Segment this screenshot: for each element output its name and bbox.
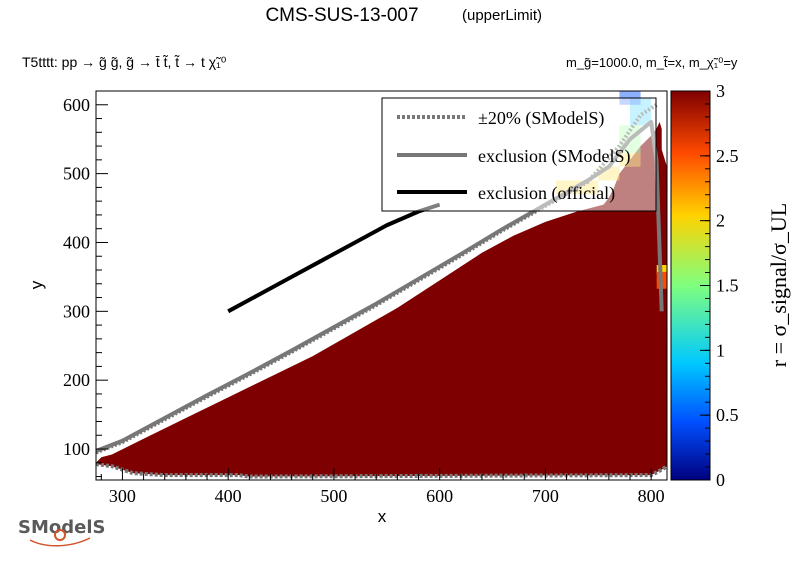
masses-label: m_g̃=1000.0, m_t̃=x, m_χ̃₁⁰=y [566, 55, 738, 70]
logo-swoosh-icon [29, 537, 91, 547]
z-tick-label: 0.5 [716, 405, 739, 425]
x-tick-label: 400 [215, 486, 242, 506]
y-tick-label: 600 [63, 95, 90, 115]
chart-subtitle: (upperLimit) [462, 7, 542, 24]
x-tick-label: 700 [532, 486, 559, 506]
x-tick-label: 300 [109, 486, 136, 506]
y-axis-label: y [27, 280, 46, 289]
chart-title: CMS-SUS-13-007 [265, 5, 418, 26]
z-tick-label: 1.5 [716, 276, 739, 296]
x-tick-label: 500 [320, 486, 347, 506]
process-label: T5tttt: pp → g̃ g̃, g̃ → t̄ t̃, t̃ → t χ… [22, 54, 227, 70]
y-tick-label: 200 [63, 370, 90, 390]
y-tick-label: 100 [63, 439, 90, 459]
color-bar: 0 0.5 1 1.5 2 2.5 3 [670, 81, 739, 490]
legend-label-smodels: exclusion (SModelS) [478, 146, 631, 167]
z-tick-label: 0 [716, 470, 725, 490]
legend: ±20% (SModelS) exclusion (SModelS) exclu… [381, 97, 657, 212]
plot-frame [95, 90, 668, 481]
y-axis: 100 200 300 400 500 600 [63, 90, 108, 478]
logo-text: SModelS [18, 517, 105, 538]
y-tick-label: 300 [63, 301, 90, 321]
smodels-logo: SModelS [18, 517, 105, 547]
color-bar-label: r = σ_signal/σ_UL [766, 203, 791, 367]
x-axis-label: x [378, 507, 387, 526]
x-tick-label: 800 [638, 486, 665, 506]
legend-label-official: exclusion (official) [478, 183, 615, 204]
x-tick-label: 600 [426, 486, 453, 506]
series-line-exclusion-official- [227, 202, 441, 314]
heatmap-region [96, 121, 667, 480]
color-bar-axis: 0 0.5 1 1.5 2 2.5 3 [700, 81, 739, 490]
z-tick-label: 3 [716, 81, 725, 101]
y-tick-label: 400 [63, 232, 90, 252]
z-tick-label: 2.5 [716, 146, 739, 166]
z-tick-label: 2 [716, 211, 725, 231]
legend-label-pm20: ±20% (SModelS) [478, 108, 604, 129]
y-tick-label: 500 [63, 164, 90, 184]
bottom-band-line [96, 462, 667, 479]
logo-atom-icon [54, 529, 66, 541]
x-axis: 300 400 500 600 700 800 [100, 468, 665, 506]
z-tick-label: 1 [716, 340, 725, 360]
